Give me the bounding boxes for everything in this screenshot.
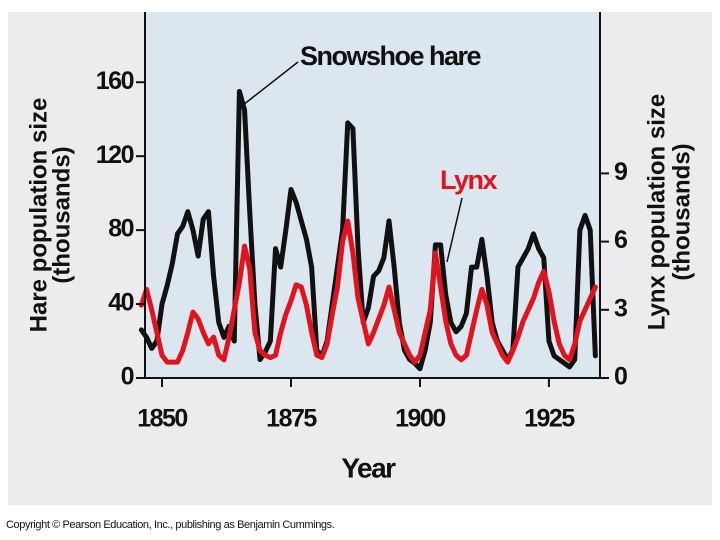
copyright: Copyright © Pearson Education, Inc., pub… — [6, 519, 335, 531]
y2-tick-label: 3 — [614, 294, 627, 322]
y2-tick-label: 6 — [614, 226, 627, 254]
series-annotation: Snowshoe hare — [300, 41, 482, 71]
y2-tick-label: 9 — [614, 158, 627, 186]
y-axis-label: (thousands) — [48, 146, 75, 283]
x-tick-label: 1850 — [137, 405, 187, 433]
series-line — [138, 218, 598, 365]
pointer — [446, 197, 463, 263]
series-line — [138, 88, 598, 372]
y2-axis-label: (thousands) — [668, 143, 695, 280]
y-tick-label: 80 — [108, 215, 133, 243]
y-tick-label: 40 — [108, 289, 133, 317]
x-tick-label: 1875 — [266, 405, 317, 433]
y-tick-label: 160 — [96, 67, 134, 95]
y2-tick-label: 0 — [614, 363, 627, 391]
y-tick-label: 0 — [121, 363, 134, 391]
x-tick-label: 1925 — [524, 405, 575, 433]
y2-axis-label: Lynx population size — [643, 94, 670, 330]
x-axis-label: Year — [341, 452, 396, 483]
y-tick-label: 120 — [96, 141, 134, 169]
y-axis-label: Hare population size — [25, 98, 52, 333]
pointer — [242, 61, 299, 106]
x-tick-label: 1900 — [395, 405, 445, 433]
series-annotation: Lynx — [440, 165, 497, 195]
